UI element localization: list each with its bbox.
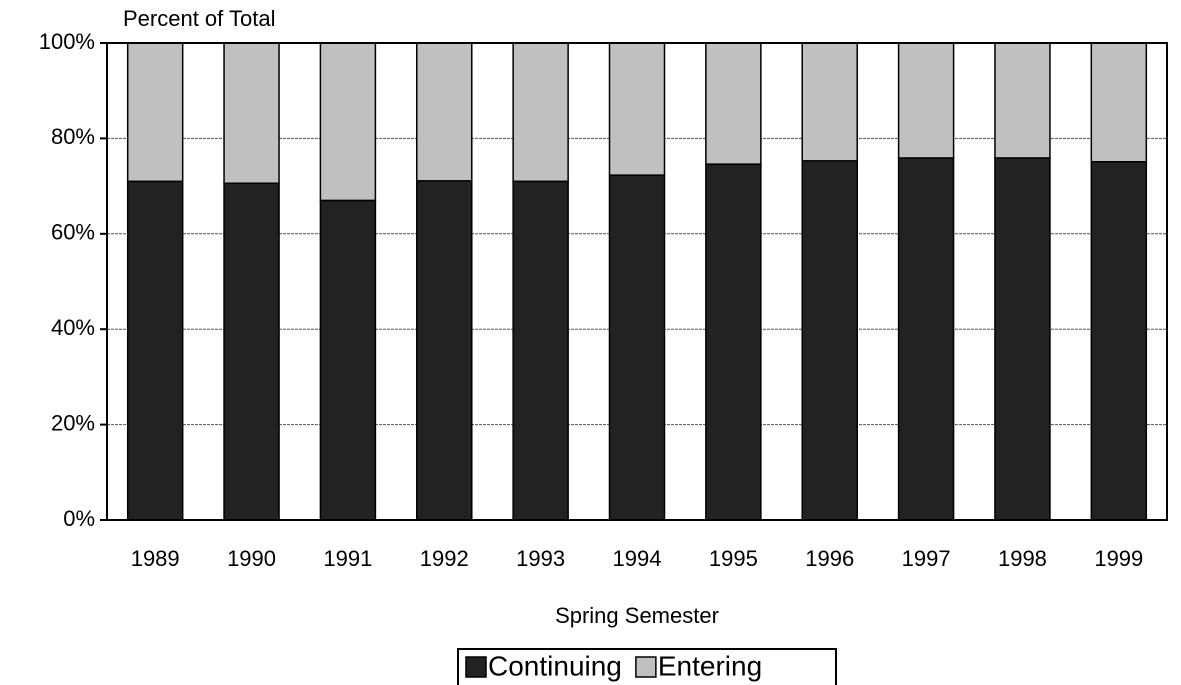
legend-label: Entering — [658, 650, 762, 681]
bar-segment — [897, 42, 955, 159]
x-tick-label: 1995 — [709, 546, 758, 571]
x-tick-label: 1994 — [613, 546, 662, 571]
legend-swatch — [465, 656, 487, 678]
bar-segment — [994, 42, 1051, 159]
x-tick-label: 1998 — [998, 546, 1047, 571]
x-tick-label: 1990 — [227, 546, 276, 571]
bar-segment — [416, 42, 473, 182]
bar-segment — [223, 42, 280, 184]
bar-segment — [705, 42, 762, 165]
x-tick-label: 1993 — [516, 546, 565, 571]
bar-segment — [223, 182, 280, 521]
y-tick-label: 80% — [51, 124, 95, 149]
bar-segment — [512, 42, 569, 183]
x-axis-label: Spring Semester — [555, 603, 719, 628]
legend-label: Continuing — [488, 650, 622, 681]
bar-segment — [801, 42, 858, 162]
x-tick-label: 1997 — [902, 546, 951, 571]
bar-segment — [416, 180, 473, 521]
y-tick-label: 20% — [51, 410, 95, 435]
bar-segment — [319, 42, 377, 202]
y-tick-label: 100% — [39, 29, 95, 54]
bar-segment — [801, 160, 858, 521]
bar-segment — [512, 180, 569, 521]
bar-segment — [1090, 42, 1148, 163]
x-tick-label: 1996 — [805, 546, 854, 571]
x-tick-label: 1992 — [420, 546, 469, 571]
bar-segment — [608, 42, 666, 176]
bar-segment — [126, 180, 184, 521]
x-tick-label: 1991 — [323, 546, 372, 571]
y-axis-label: Percent of Total — [123, 6, 275, 31]
plot-frame — [106, 42, 1168, 521]
bar-segment — [897, 157, 955, 521]
x-tick-label: 1999 — [1094, 546, 1143, 571]
bar-segment — [705, 163, 762, 521]
legend-swatch — [635, 656, 657, 678]
bar-segment — [608, 174, 666, 521]
y-tick-label: 40% — [51, 315, 95, 340]
bar-segment — [1090, 161, 1148, 521]
y-tick-label: 0% — [63, 506, 95, 531]
x-tick-label: 1989 — [131, 546, 180, 571]
bar-segment — [319, 199, 377, 521]
bar-segment — [994, 157, 1051, 521]
bar-segment — [126, 42, 184, 183]
y-tick-label: 60% — [51, 220, 95, 245]
